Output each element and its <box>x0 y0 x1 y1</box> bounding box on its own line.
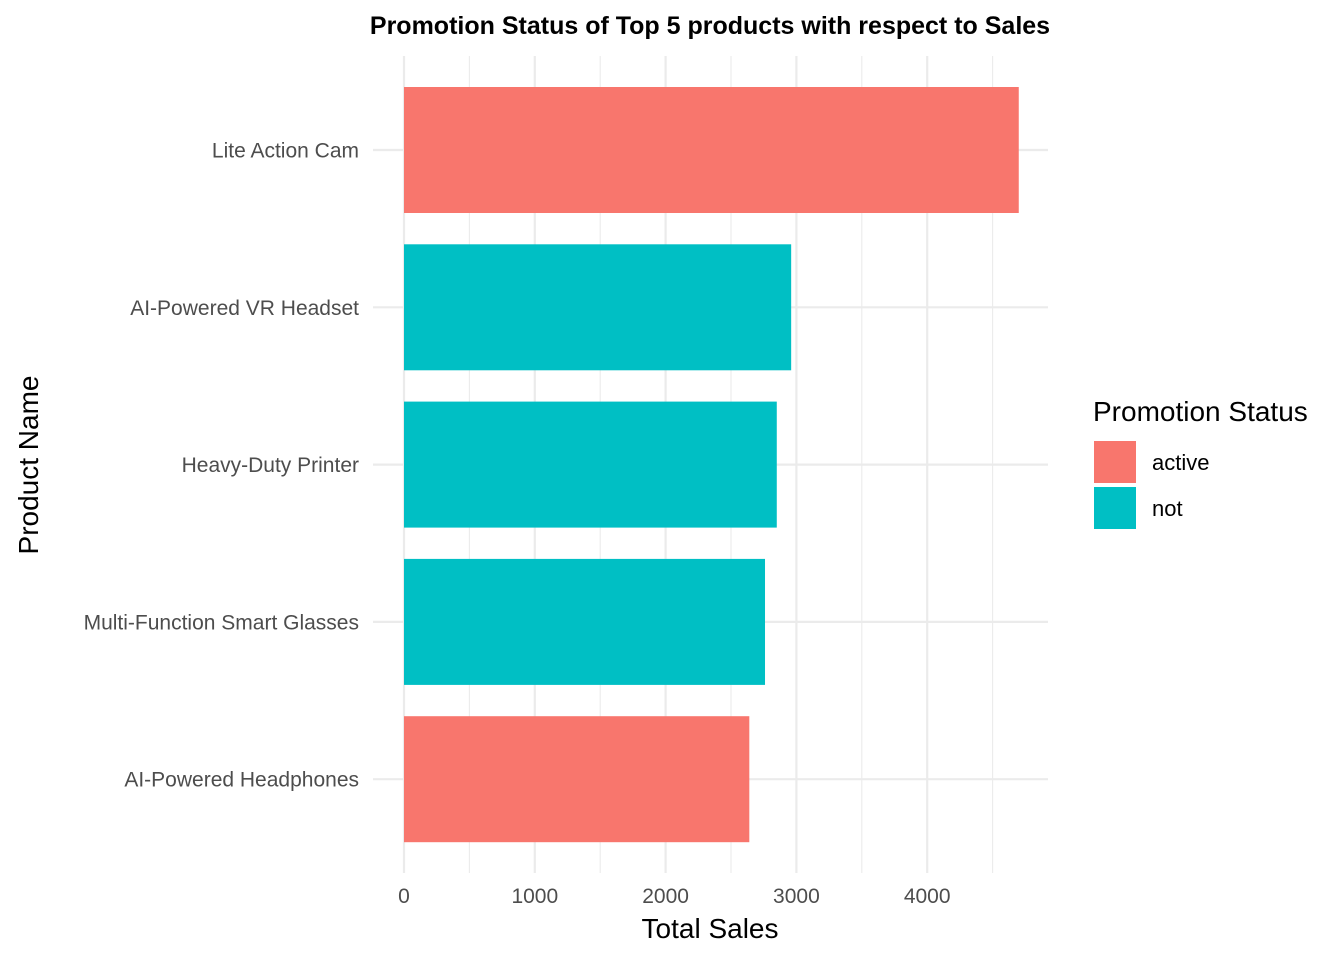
y-tick-label: AI-Powered VR Headset <box>130 297 359 320</box>
bar <box>404 558 766 685</box>
x-axis-tick-labels: 0 1000 2000 3000 4000 <box>398 885 950 908</box>
y-tick-label: Heavy-Duty Printer <box>182 454 359 477</box>
y-axis-tick-labels: Lite Action Cam AI-Powered VR Headset Heav… <box>84 140 360 792</box>
bar <box>404 244 792 371</box>
x-tick-label: 4000 <box>904 885 951 908</box>
y-tick-label: AI-Powered Headphones <box>124 769 359 792</box>
legend-label: not <box>1152 496 1183 521</box>
legend-swatch <box>1094 487 1136 529</box>
y-axis-title: Product Name <box>13 376 44 555</box>
chart-title: Promotion Status of Top 5 products with … <box>370 12 1050 40</box>
x-tick-label: 3000 <box>773 885 820 908</box>
y-tick-label: Lite Action Cam <box>212 140 359 163</box>
bars <box>404 87 1019 843</box>
legend: Promotion Status active not <box>1093 396 1308 529</box>
y-tick-label: Multi-Function Smart Glasses <box>84 611 359 634</box>
x-axis-title: Total Sales <box>642 913 779 944</box>
legend-title: Promotion Status <box>1093 396 1308 427</box>
legend-swatch <box>1094 441 1136 483</box>
legend-label: active <box>1152 450 1209 475</box>
bar <box>404 401 777 528</box>
legend-items: active not <box>1094 441 1209 529</box>
x-tick-label: 0 <box>398 885 410 908</box>
x-tick-label: 1000 <box>511 885 558 908</box>
bar <box>404 716 750 843</box>
x-tick-label: 2000 <box>642 885 689 908</box>
bar <box>404 87 1019 213</box>
